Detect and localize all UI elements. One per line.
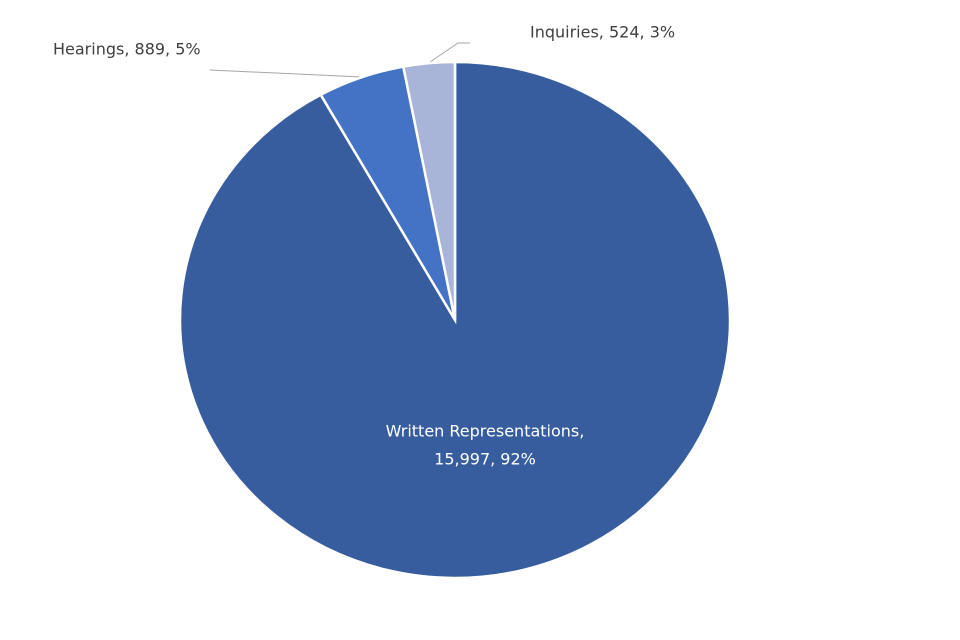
data-label: 15,997, 92% [434,450,536,469]
data-label: Hearings, 889, 5% [53,40,201,59]
data-label: Written Representations, [386,422,585,441]
pie-slice [178,60,732,580]
leader-line [429,42,470,63]
data-label: Inquiries, 524, 3% [530,23,675,42]
pie-slice [401,60,457,321]
leader-line [209,69,363,78]
